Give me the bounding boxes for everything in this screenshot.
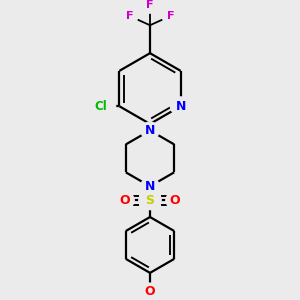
- Ellipse shape: [116, 192, 134, 208]
- Text: Cl: Cl: [94, 100, 107, 113]
- Ellipse shape: [139, 191, 161, 210]
- Ellipse shape: [86, 97, 116, 116]
- Text: O: O: [120, 194, 130, 207]
- Text: F: F: [167, 11, 174, 21]
- Text: N: N: [145, 180, 155, 193]
- Ellipse shape: [142, 0, 158, 13]
- Ellipse shape: [162, 8, 179, 24]
- Ellipse shape: [141, 178, 159, 195]
- Ellipse shape: [141, 122, 159, 139]
- Text: F: F: [146, 0, 154, 10]
- Text: N: N: [145, 124, 155, 137]
- Text: O: O: [170, 194, 180, 207]
- Text: F: F: [126, 11, 133, 21]
- Ellipse shape: [142, 283, 158, 300]
- Text: S: S: [146, 194, 154, 207]
- Text: N: N: [176, 100, 186, 113]
- Text: O: O: [145, 285, 155, 298]
- Ellipse shape: [170, 97, 191, 116]
- Ellipse shape: [121, 8, 138, 24]
- Ellipse shape: [166, 192, 184, 208]
